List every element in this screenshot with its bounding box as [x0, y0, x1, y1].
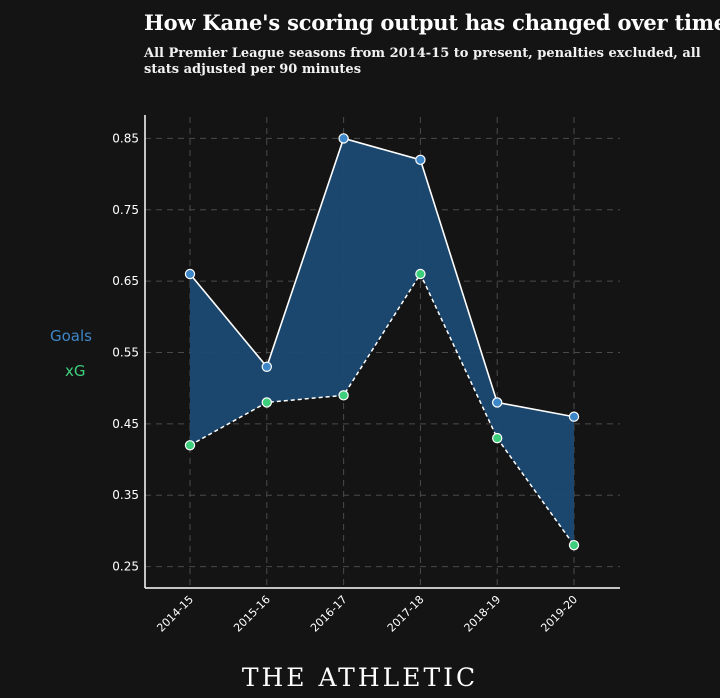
goals-point: [492, 397, 503, 408]
x-tick-label: 2017-18: [385, 593, 427, 635]
goals-point: [415, 154, 426, 166]
legend-goals: Goals: [50, 327, 92, 345]
chart-title: How Kane's scoring output has changed ov…: [144, 10, 720, 35]
series-points: [184, 133, 580, 551]
brand-logo: THE ATHLETIC: [241, 663, 479, 692]
x-tick-label: 2015-16: [231, 593, 273, 635]
goals-point: [261, 361, 272, 372]
xg-point: [492, 432, 503, 444]
x-tick-label: 2019-20: [538, 593, 580, 635]
y-tick-label: 0.25: [112, 560, 139, 574]
y-tick-label: 0.35: [112, 488, 139, 502]
x-tick-label: 2016-17: [308, 593, 350, 635]
x-tick-label: 2014-15: [154, 593, 196, 635]
goals-line: [189, 137, 575, 418]
xg-point: [415, 268, 426, 280]
goals-xg-gap-area: [190, 138, 574, 546]
axes: [144, 115, 620, 589]
xg-point: [568, 539, 580, 551]
xg-point: [338, 390, 349, 401]
xg-line: [189, 272, 575, 546]
gap-fill: [190, 138, 574, 546]
y-tick-label: 0.65: [112, 274, 139, 288]
y-tick-label: 0.45: [112, 417, 139, 431]
y-tick-label: 0.55: [112, 346, 139, 360]
xg-point: [184, 440, 196, 451]
xg-point: [261, 397, 272, 408]
y-tick-label: 0.75: [112, 203, 139, 217]
goals-point: [338, 133, 349, 144]
goals-point: [568, 411, 580, 422]
goals-point: [184, 268, 196, 280]
chart-subtitle: All Premier League seasons from 2014-15 …: [144, 46, 701, 77]
series-lines: [189, 137, 575, 546]
legend-xg: xG: [65, 362, 86, 380]
y-tick-label: 0.85: [112, 131, 139, 145]
x-tick-label: 2018-19: [462, 593, 504, 635]
